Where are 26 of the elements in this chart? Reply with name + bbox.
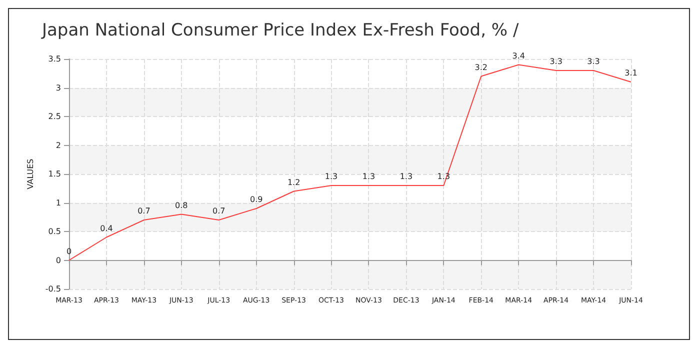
y-tick-label: -0.5 bbox=[45, 284, 61, 294]
y-tick-label: 2.5 bbox=[48, 112, 61, 121]
data-label: 3.4 bbox=[512, 51, 525, 60]
data-label: 3.1 bbox=[624, 68, 638, 78]
data-label: 0.9 bbox=[250, 195, 263, 204]
data-label: 3.2 bbox=[474, 62, 488, 72]
data-label: 0.7 bbox=[212, 206, 226, 216]
y-tick-label: 1 bbox=[56, 198, 61, 208]
chart-title: Japan National Consumer Price Index Ex-Fresh Food, % / bbox=[41, 20, 519, 40]
y-tick-label: 3.5 bbox=[48, 54, 61, 64]
data-label: 3.3 bbox=[587, 57, 600, 66]
data-label: 1.3 bbox=[324, 172, 338, 181]
y-tick-label: 1.5 bbox=[48, 170, 61, 178]
data-label: 3.3 bbox=[550, 57, 562, 66]
y-tick-label: 0.5 bbox=[48, 227, 61, 236]
data-label: 0.8 bbox=[175, 200, 188, 210]
data-label: 0.4 bbox=[100, 224, 113, 233]
data-label: 1.3 bbox=[362, 172, 376, 181]
data-label: 0.7 bbox=[138, 206, 150, 216]
y-axis-title: VALUES bbox=[26, 158, 35, 190]
data-label: 0 bbox=[66, 246, 72, 256]
data-label: 1.2 bbox=[287, 178, 300, 187]
y-tick-label: 0 bbox=[56, 256, 61, 265]
y-tick-label: 3 bbox=[56, 83, 61, 92]
y-tick-label: 2 bbox=[56, 140, 61, 150]
data-label: 1.3 bbox=[400, 172, 413, 181]
